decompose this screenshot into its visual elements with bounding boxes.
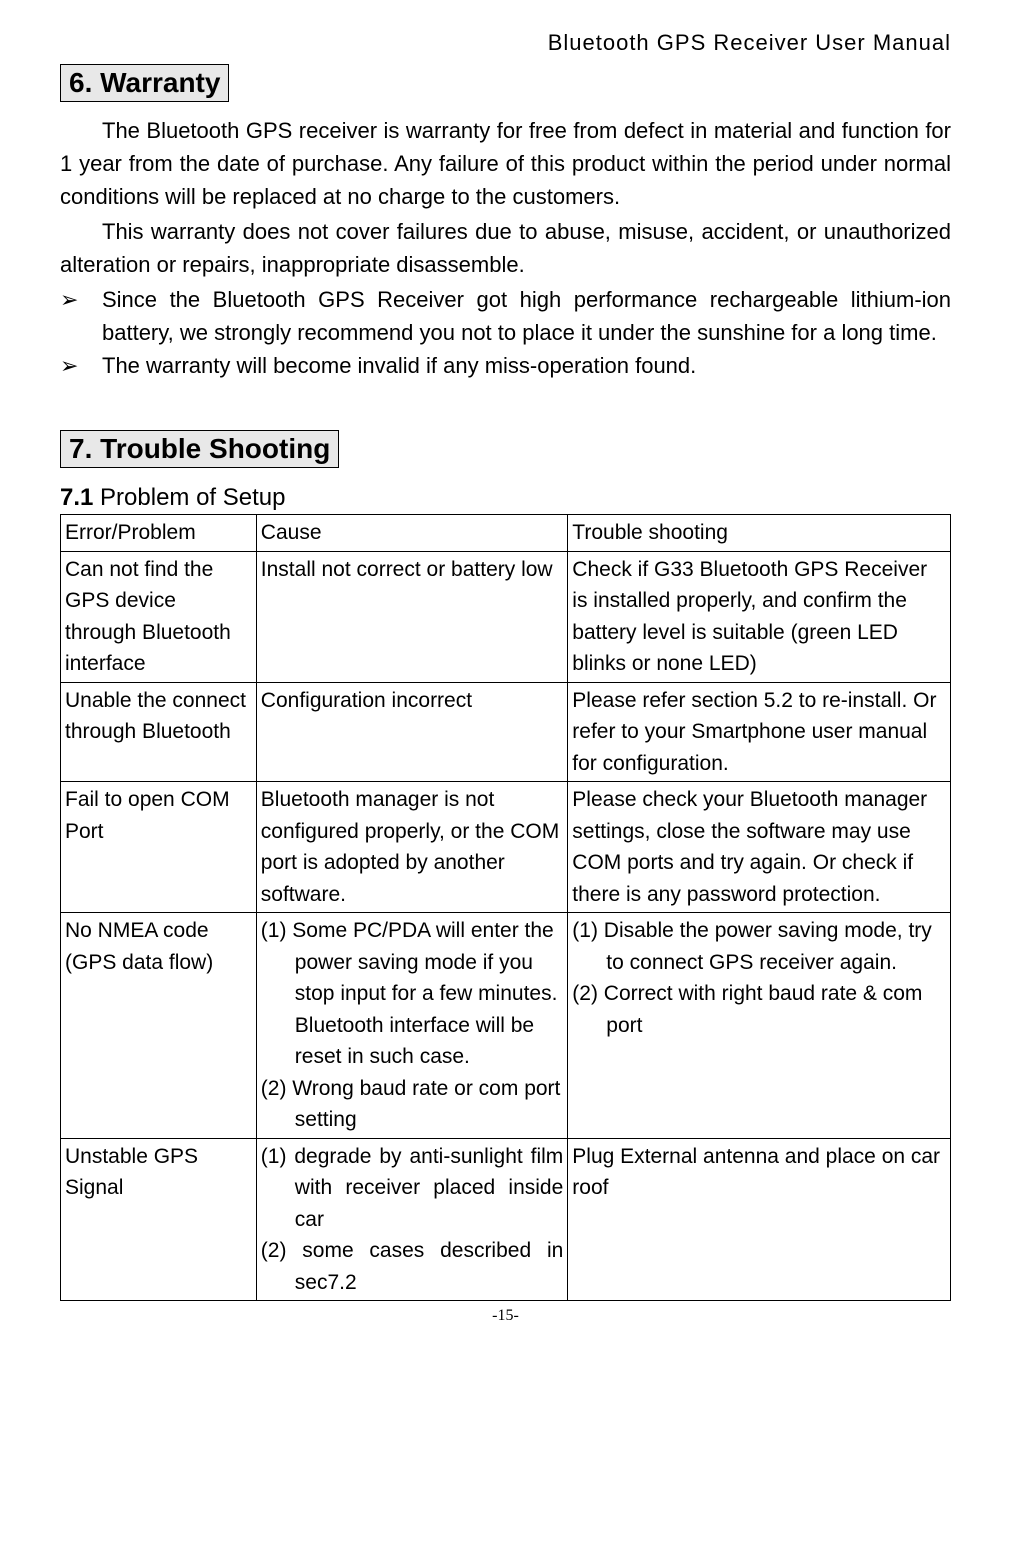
table-row: Unstable GPS Signal (1) degrade by anti-…	[61, 1138, 951, 1301]
section-6-title: 6. Warranty	[60, 64, 229, 102]
cell-problem: Unable the connect through Bluetooth	[61, 682, 257, 782]
section-gap	[60, 382, 951, 430]
cell-fix: (1) Disable the power saving mode, try t…	[568, 913, 951, 1139]
cell-cause: (1) Some PC/PDA will enter the power sav…	[256, 913, 568, 1139]
warranty-bullet-2: The warranty will become invalid if any …	[60, 349, 951, 382]
cell-problem: No NMEA code (GPS data flow)	[61, 913, 257, 1139]
section-7-title: 7. Trouble Shooting	[60, 430, 339, 468]
th-cause: Cause	[256, 515, 568, 552]
cause-item-2: (2) some cases described in sec7.2	[261, 1235, 564, 1298]
warranty-bullet-1: Since the Bluetooth GPS Receiver got hig…	[60, 283, 951, 349]
cell-problem: Unstable GPS Signal	[61, 1138, 257, 1301]
cell-cause: Install not correct or battery low	[256, 551, 568, 682]
subheading-7-1: 7.1 Problem of Setup	[60, 484, 951, 512]
cause-item-1: (1) Some PC/PDA will enter the power sav…	[261, 915, 564, 1073]
cell-cause: Bluetooth manager is not configured prop…	[256, 782, 568, 913]
cell-cause: Configuration incorrect	[256, 682, 568, 782]
fix-item-1: (1) Disable the power saving mode, try t…	[572, 915, 946, 978]
page-content: Bluetooth GPS Receiver User Manual 6. Wa…	[0, 0, 1011, 1345]
fix-item-2: (2) Correct with right baud rate & com p…	[572, 978, 946, 1041]
table-header-row: Error/Problem Cause Trouble shooting	[61, 515, 951, 552]
table-row: Fail to open COM Port Bluetooth manager …	[61, 782, 951, 913]
cell-cause: (1) degrade by anti-sunlight film with r…	[256, 1138, 568, 1301]
warranty-bullet-list: Since the Bluetooth GPS Receiver got hig…	[60, 283, 951, 382]
subheading-text: Problem of Setup	[93, 484, 285, 511]
warranty-para-2: This warranty does not cover failures du…	[60, 215, 951, 281]
cell-problem: Fail to open COM Port	[61, 782, 257, 913]
th-trouble-shooting: Trouble shooting	[568, 515, 951, 552]
cell-fix: Please refer section 5.2 to re-install. …	[568, 682, 951, 782]
header-title: Bluetooth GPS Receiver User Manual	[60, 30, 951, 56]
table-row: Unable the connect through Bluetooth Con…	[61, 682, 951, 782]
subheading-number: 7.1	[60, 484, 93, 511]
page-footer: -15-	[60, 1307, 951, 1325]
warranty-para-1: The Bluetooth GPS receiver is warranty f…	[60, 114, 951, 213]
cause-item-2: (2) Wrong baud rate or com port setting	[261, 1073, 564, 1136]
section-6-body: The Bluetooth GPS receiver is warranty f…	[60, 114, 951, 281]
cause-item-1: (1) degrade by anti-sunlight film with r…	[261, 1141, 564, 1236]
troubleshoot-table: Error/Problem Cause Trouble shooting Can…	[60, 514, 951, 1301]
table-row: No NMEA code (GPS data flow) (1) Some PC…	[61, 913, 951, 1139]
th-error-problem: Error/Problem	[61, 515, 257, 552]
cell-fix: Plug External antenna and place on car r…	[568, 1138, 951, 1301]
table-row: Can not find the GPS device through Blue…	[61, 551, 951, 682]
cell-problem: Can not find the GPS device through Blue…	[61, 551, 257, 682]
cell-fix: Check if G33 Bluetooth GPS Receiver is i…	[568, 551, 951, 682]
cell-fix: Please check your Bluetooth manager sett…	[568, 782, 951, 913]
